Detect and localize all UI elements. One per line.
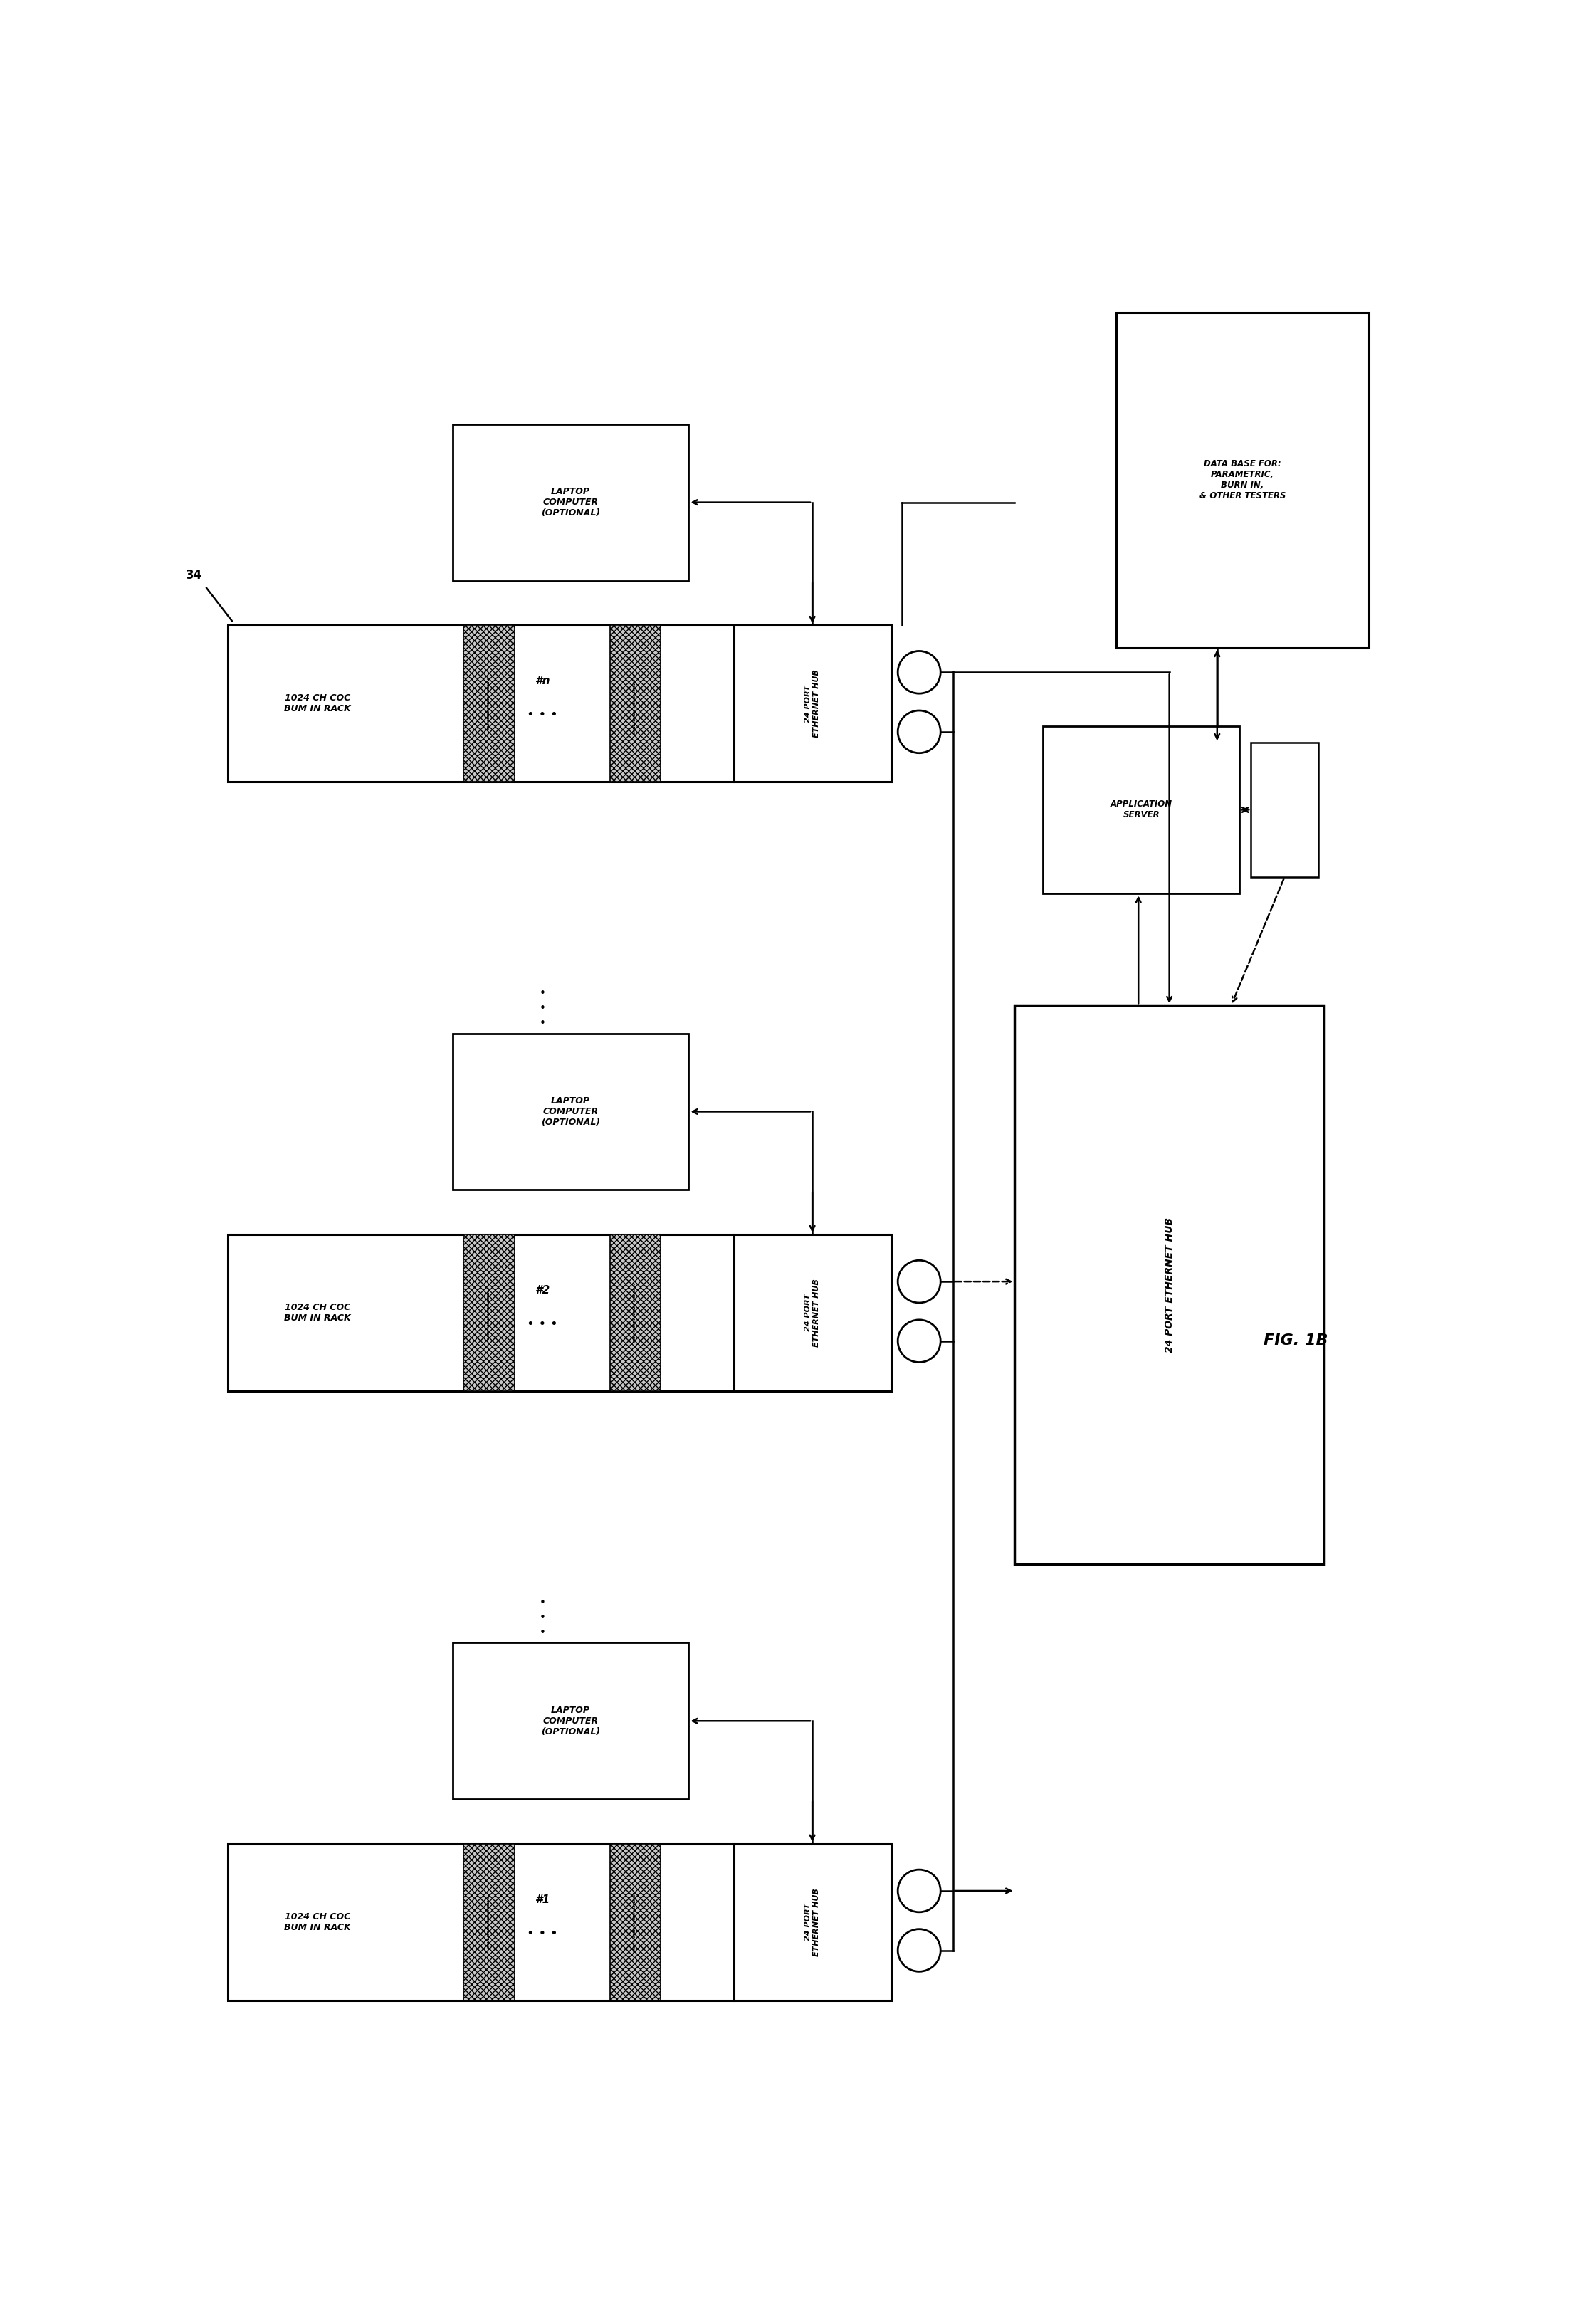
Text: #2: #2 (535, 1285, 551, 1296)
Bar (228, 1234, 734, 1391)
Text: DRAW 61DRAW 62DRAW 63DRAW 64: DRAW 61DRAW 62DRAW 63DRAW 64 (634, 1282, 637, 1343)
Text: DRAW 1DRAW 2DRAW 3DRAW 4: DRAW 1DRAW 2DRAW 3DRAW 4 (488, 1896, 490, 1949)
Bar (610, 1234, 661, 1391)
Text: • • •: • • • (527, 709, 559, 720)
Text: •
•
•: • • • (539, 987, 546, 1029)
Text: DRAW 61DRAW 62DRAW 63DRAW 64: DRAW 61DRAW 62DRAW 63DRAW 64 (634, 1891, 637, 1951)
Bar (1042, 725, 1240, 894)
Text: LAPTOP
COMPUTER
(OPTIONAL): LAPTOP COMPUTER (OPTIONAL) (541, 1096, 600, 1127)
Bar (734, 625, 891, 783)
Text: 1024 CH COC
BUM IN RACK: 1024 CH COC BUM IN RACK (284, 1912, 351, 1933)
Bar (464, 1234, 514, 1391)
Text: •
•
•: • • • (539, 1598, 546, 1638)
Text: • • •: • • • (527, 1926, 559, 1940)
Bar (464, 1844, 514, 2000)
Bar (228, 1844, 734, 2000)
Text: DRAW 1DRAW 2DRAW 3DRAW 4: DRAW 1DRAW 2DRAW 3DRAW 4 (488, 1287, 490, 1338)
Text: DATA BASE FOR:
PARAMETRIC,
BURN IN,
& OTHER TESTERS: DATA BASE FOR: PARAMETRIC, BURN IN, & OT… (1199, 460, 1286, 502)
Bar (453, 425, 688, 581)
Bar (453, 1034, 688, 1189)
Text: 24 PORT
ETHERNET HUB: 24 PORT ETHERNET HUB (804, 1278, 820, 1347)
Text: 34: 34 (185, 569, 203, 581)
Text: APPLICATION
SERVER: APPLICATION SERVER (1111, 799, 1171, 820)
Text: 1024 CH COC
BUM IN RACK: 1024 CH COC BUM IN RACK (284, 695, 351, 713)
Bar (453, 1642, 688, 1798)
Text: 1024 CH COC
BUM IN RACK: 1024 CH COC BUM IN RACK (284, 1303, 351, 1322)
Text: #1: #1 (535, 1896, 551, 1905)
Bar (734, 1844, 891, 2000)
Bar (1251, 743, 1318, 876)
Text: 24 PORT
ETHERNET HUB: 24 PORT ETHERNET HUB (804, 669, 820, 739)
Text: DRAW 61DRAW 62DRAW 63DRAW 64: DRAW 61DRAW 62DRAW 63DRAW 64 (634, 674, 637, 734)
Bar (610, 625, 661, 783)
Text: LAPTOP
COMPUTER
(OPTIONAL): LAPTOP COMPUTER (OPTIONAL) (541, 488, 600, 518)
Bar (228, 625, 734, 783)
Bar (1116, 311, 1369, 648)
Text: • • •: • • • (527, 1317, 559, 1331)
Bar (734, 1234, 891, 1391)
Text: 24 PORT ETHERNET HUB: 24 PORT ETHERNET HUB (1165, 1217, 1175, 1352)
Text: 24 PORT
ETHERNET HUB: 24 PORT ETHERNET HUB (804, 1889, 820, 1956)
Bar (610, 1844, 661, 2000)
Bar (1015, 1006, 1325, 1563)
Bar (464, 625, 514, 783)
Text: #n: #n (535, 676, 551, 688)
Text: DRAW 1DRAW 2DRAW 3DRAW 4: DRAW 1DRAW 2DRAW 3DRAW 4 (488, 678, 490, 729)
Text: FIG. 1B: FIG. 1B (1264, 1333, 1328, 1347)
Text: LAPTOP
COMPUTER
(OPTIONAL): LAPTOP COMPUTER (OPTIONAL) (541, 1705, 600, 1735)
